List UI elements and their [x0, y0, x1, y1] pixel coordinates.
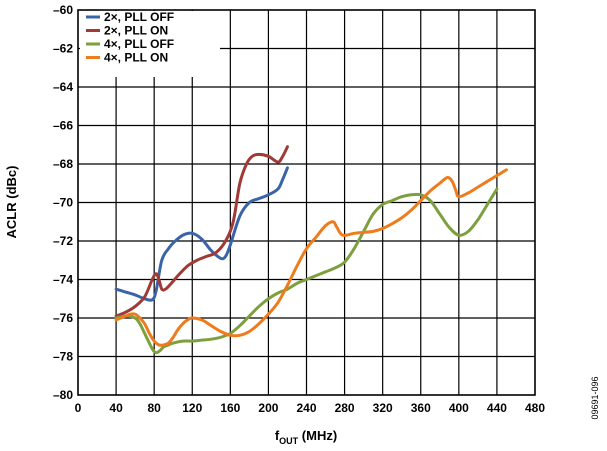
y-tick-label: –60	[53, 3, 73, 17]
y-axis-title: ACLR (dBc)	[4, 166, 19, 239]
x-axis-title: fOUT (MHz)	[275, 428, 337, 446]
legend-label-1: 2×, PLL OFF	[104, 10, 174, 24]
x-axis-title-unit: (MHz)	[298, 428, 337, 443]
series-line-3	[114, 187, 499, 355]
x-tick-label: 280	[335, 401, 355, 415]
x-tick-label: 0	[75, 401, 82, 415]
x-tick-label: 320	[373, 401, 393, 415]
y-tick-label: –76	[53, 311, 73, 325]
plot-frame	[77, 9, 536, 396]
x-tick-label: 240	[296, 401, 316, 415]
series-line-1	[114, 166, 289, 302]
y-tick-label: –70	[53, 196, 73, 210]
y-tick-labels: –80 –78 –76 –74 –72 –70 –68 –66 –64 –62 –60	[53, 3, 73, 402]
legend-label-4: 4×, PLL ON	[104, 51, 168, 65]
x-tick-label: 120	[182, 401, 202, 415]
series-lines	[114, 145, 508, 355]
y-tick-label: –68	[53, 157, 73, 171]
x-tick-label: 80	[147, 401, 161, 415]
x-tick-label: 40	[109, 401, 123, 415]
x-tick-label: 440	[487, 401, 507, 415]
x-tick-labels: 0 40 80 120 160 200 240 280 320 360 400 440 480	[75, 401, 546, 415]
y-tick-label: –74	[53, 273, 73, 287]
legend-background	[80, 11, 220, 77]
x-tick-label: 200	[258, 401, 278, 415]
legend-label-3: 4×, PLL OFF	[104, 37, 174, 51]
series-line-4	[114, 168, 508, 347]
x-axis-title-subscript: OUT	[279, 436, 299, 446]
y-tick-label: –64	[53, 80, 73, 94]
x-tick-label: 360	[411, 401, 431, 415]
x-tick-label: 480	[525, 401, 545, 415]
y-tick-label: –78	[53, 350, 73, 364]
x-axis-title-main: f	[275, 428, 280, 443]
legend-label-2: 2×, PLL ON	[104, 24, 168, 38]
x-tick-label: 400	[449, 401, 469, 415]
x-tick-label: 160	[220, 401, 240, 415]
y-tick-label: –66	[53, 119, 73, 133]
y-tick-label: –72	[53, 234, 73, 248]
y-tick-label: –62	[53, 42, 73, 56]
figure-id: 09691-096	[590, 376, 600, 419]
series-line-2	[114, 145, 289, 318]
y-tick-label: –80	[53, 388, 73, 402]
